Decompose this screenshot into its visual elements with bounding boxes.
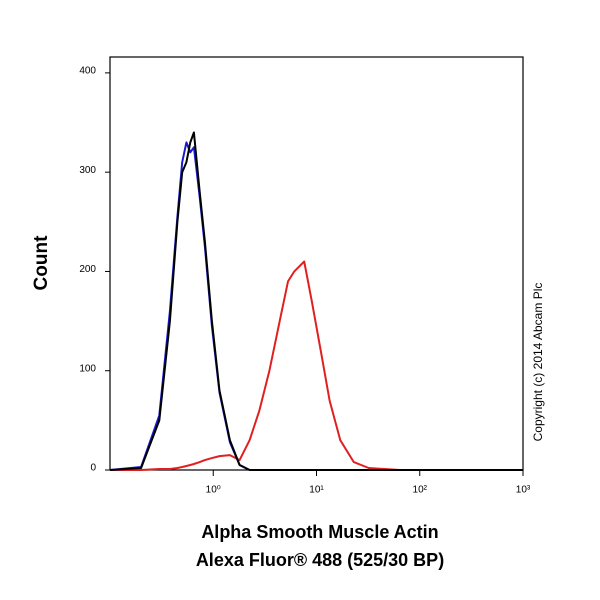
- y-tick-label: 100: [79, 363, 96, 374]
- y-tick-label: 300: [79, 165, 96, 176]
- x-axis-label: Alpha Smooth Muscle Actin: [201, 522, 438, 542]
- series-line: [110, 260, 523, 471]
- series-line: [109, 131, 523, 471]
- copyright: Copyright (c) 2014 Abcam Plc: [531, 283, 545, 442]
- plot-frame: [109, 56, 524, 471]
- x-tick-label: 10³: [516, 485, 531, 496]
- y-tick-label: 200: [79, 264, 96, 275]
- x-tick-label: 10²: [413, 485, 428, 496]
- y-tick-label: 400: [79, 66, 96, 77]
- y-tick-label: 0: [90, 463, 96, 474]
- x-axis-label: Alexa Fluor® 488 (525/30 BP): [196, 550, 444, 570]
- y-axis-label: Count: [31, 235, 52, 291]
- x-tick-label: 10⁰: [206, 485, 221, 496]
- x-tick-label: 10¹: [309, 485, 324, 496]
